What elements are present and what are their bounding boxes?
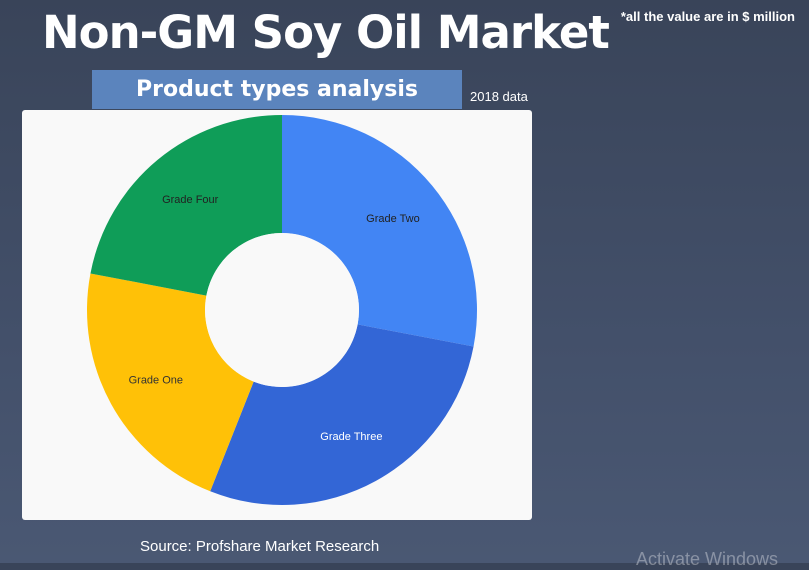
- donut-hole: [205, 233, 359, 387]
- donut-slice-grade-two[interactable]: [282, 115, 477, 347]
- slice-label-grade-four: Grade Four: [162, 194, 219, 206]
- slice-label-grade-three: Grade Three: [320, 431, 382, 443]
- os-watermark: Activate Windows: [636, 549, 779, 569]
- donut-slice-grade-one[interactable]: [86, 273, 254, 492]
- units-note: *all the value are in $ million: [620, 9, 795, 24]
- page-title: Non-GM Soy Oil Market: [42, 6, 610, 59]
- source-credit: Source: Profshare Market Research: [140, 538, 380, 555]
- chart-panel: Grade Two Grade Three Grade One Grade Four: [22, 110, 532, 520]
- data-year-label: 2018 data: [470, 89, 528, 104]
- donut-slice-grade-four[interactable]: [90, 115, 283, 296]
- donut-chart: Grade Two Grade Three Grade One Grade Four: [86, 115, 477, 506]
- slice-label-grade-two: Grade Two: [366, 213, 420, 225]
- subtitle-banner: Product types analysis: [92, 70, 462, 109]
- donut-slice-grade-three[interactable]: [210, 324, 474, 506]
- subtitle-text: Product types analysis: [136, 77, 418, 102]
- slice-label-grade-one: Grade One: [129, 374, 183, 386]
